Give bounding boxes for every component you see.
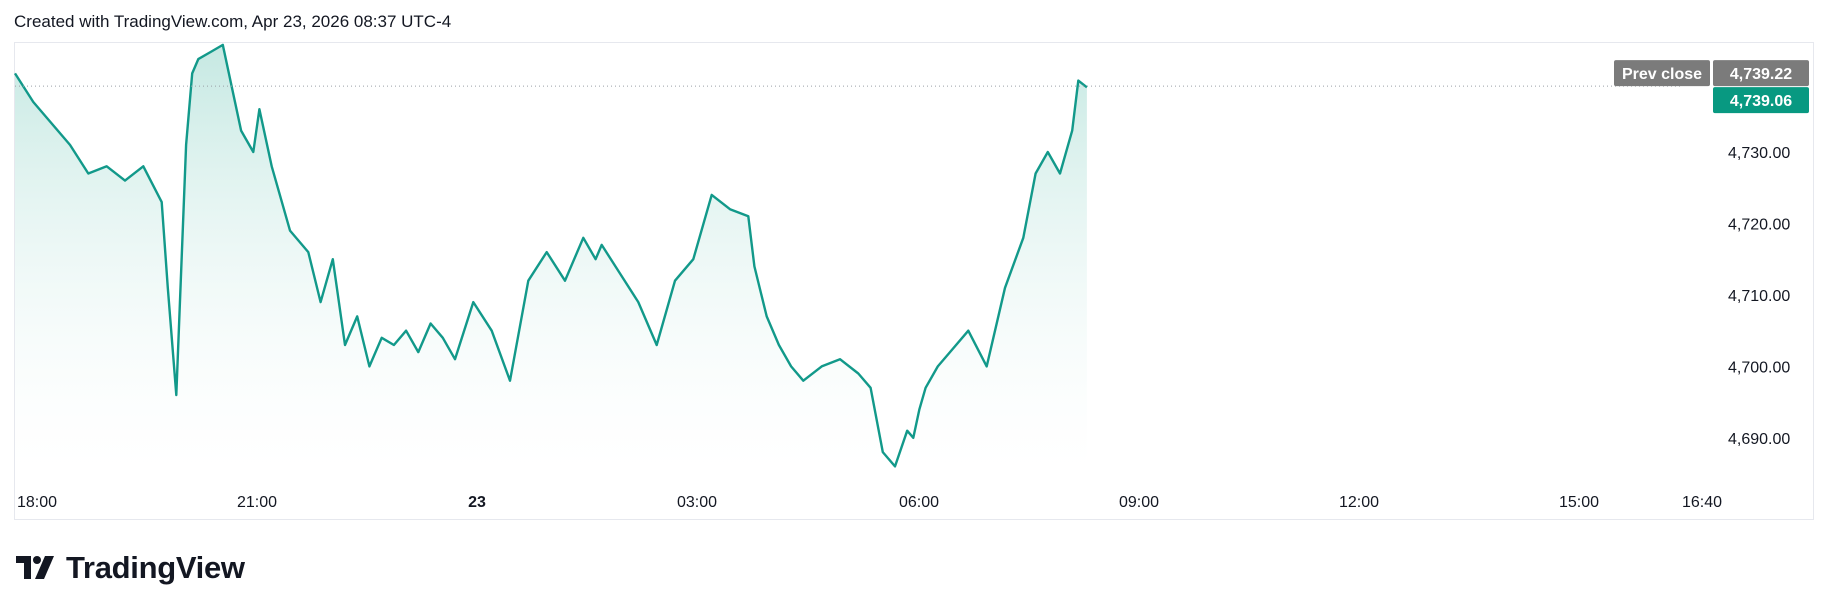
y-axis-tick-label: 4,710.00 xyxy=(1728,288,1790,305)
y-axis-tick-label: 4,720.00 xyxy=(1728,216,1790,233)
x-axis-tick-label: 16:40 xyxy=(1682,494,1722,511)
tradingview-logo-icon xyxy=(16,556,54,579)
prev-close-badge xyxy=(1614,60,1710,87)
y-axis-tick-label: 4,690.00 xyxy=(1728,431,1790,448)
last-price-badge xyxy=(1713,87,1809,114)
prev-close-label: Prev close xyxy=(1622,66,1702,83)
x-axis-tick-label: 18:00 xyxy=(17,494,57,511)
price-area-fill xyxy=(15,44,1087,471)
brand-logo: TradingView xyxy=(16,550,245,586)
x-axis-tick-label: 06:00 xyxy=(899,494,939,511)
x-axis-tick-label: 12:00 xyxy=(1339,494,1379,511)
x-axis-tick-label: 23 xyxy=(468,494,486,511)
prev-close-value: 4,739.22 xyxy=(1730,66,1792,83)
brand-name: TradingView xyxy=(66,550,245,585)
x-axis-tick-label: 15:00 xyxy=(1559,494,1599,511)
x-axis-tick-label: 09:00 xyxy=(1119,494,1159,511)
y-axis-tick-label: 4,730.00 xyxy=(1728,145,1790,162)
y-axis-tick-label: 4,700.00 xyxy=(1728,359,1790,376)
price-line xyxy=(13,43,1088,468)
x-axis-tick-label: 03:00 xyxy=(677,494,717,511)
x-axis-tick-label: 21:00 xyxy=(237,494,277,511)
chart-attribution: Created with TradingView.com, Apr 23, 20… xyxy=(14,12,452,31)
last-price-value: 4,739.06 xyxy=(1730,93,1792,110)
prev-close-value-badge xyxy=(1713,60,1809,87)
chart-pane[interactable] xyxy=(14,42,1814,520)
